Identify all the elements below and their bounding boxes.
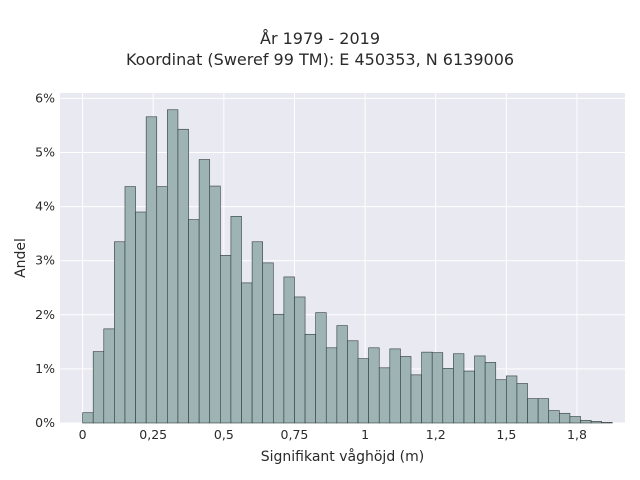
histogram-bar-22 xyxy=(315,312,327,424)
y-tick-label-4: 4% xyxy=(35,199,55,214)
histogram-bar-39 xyxy=(495,379,507,424)
x-tick-label-2: 0,5 xyxy=(214,427,234,442)
histogram-bar-28 xyxy=(378,367,391,424)
histogram-bar-44 xyxy=(548,410,560,424)
histogram-bar-0 xyxy=(82,412,94,424)
y-tick-label-0: 0% xyxy=(35,415,55,430)
histogram-bar-11 xyxy=(198,159,211,424)
histogram-bar-38 xyxy=(484,362,497,424)
bars xyxy=(82,109,613,424)
histogram-bar-13 xyxy=(220,254,232,424)
histogram-bar-43 xyxy=(537,398,550,424)
histogram-bar-37 xyxy=(474,355,486,424)
histogram-bar-14 xyxy=(230,216,242,424)
y-axis-label: Andel xyxy=(13,238,29,278)
histogram-bar-20 xyxy=(294,296,306,424)
x-tick-label-0: 0 xyxy=(79,427,87,442)
x-tick-label-6: 1,5 xyxy=(496,427,516,442)
histogram-bar-49 xyxy=(601,422,613,424)
histogram-bar-29 xyxy=(389,348,401,424)
x-axis-label: Signifikant våghöjd (m) xyxy=(261,448,424,465)
histogram-bar-16 xyxy=(251,241,263,424)
histogram-bar-3 xyxy=(114,241,126,424)
histogram-bar-19 xyxy=(283,276,295,424)
histogram-bar-31 xyxy=(410,374,422,424)
histogram-bar-35 xyxy=(453,353,465,424)
y-tick-label-5: 5% xyxy=(35,145,55,160)
histogram-bar-8 xyxy=(167,109,179,424)
histogram-bar-2 xyxy=(103,328,115,424)
x-tick-label-3: 0,75 xyxy=(281,427,309,442)
histogram-bar-33 xyxy=(431,352,444,424)
histogram-bar-18 xyxy=(272,313,285,424)
histogram-bar-15 xyxy=(241,282,253,424)
histogram-bar-7 xyxy=(156,186,168,424)
y-axis-ticks: 0% 1% 2% 3% 4% 5% 6% xyxy=(35,90,55,430)
y-tick-label-1: 1% xyxy=(35,361,55,376)
histogram-bar-25 xyxy=(347,340,359,424)
x-tick-label-1: 0,25 xyxy=(139,427,167,442)
chart-title-line-1: År 1979 - 2019 xyxy=(260,29,380,48)
histogram-bar-21 xyxy=(304,333,316,424)
histogram-bar-40 xyxy=(506,375,518,424)
y-tick-label-3: 3% xyxy=(35,253,55,268)
histogram-bar-10 xyxy=(188,219,200,424)
y-tick-label-6: 6% xyxy=(35,90,55,105)
histogram-bar-45 xyxy=(559,412,571,424)
histogram-bar-17 xyxy=(262,262,274,424)
y-tick-label-2: 2% xyxy=(35,307,55,322)
histogram-bar-23 xyxy=(325,347,338,424)
histogram-bar-24 xyxy=(336,325,348,424)
histogram-bar-12 xyxy=(209,185,221,424)
chart-title-line-2: Koordinat (Sweref 99 TM): E 450353, N 61… xyxy=(125,50,515,69)
histogram-bar-47 xyxy=(580,419,592,424)
x-axis-ticks: 0 0,25 0,5 0,75 1 1,2 1,5 1,8 xyxy=(79,427,587,442)
histogram-bar-27 xyxy=(368,347,380,424)
histogram-bar-9 xyxy=(177,128,189,424)
histogram-bar-26 xyxy=(357,358,369,424)
histogram-bar-48 xyxy=(590,421,602,424)
histogram-bar-34 xyxy=(442,368,454,424)
histogram-bar-5 xyxy=(135,211,147,424)
histogram-bar-6 xyxy=(145,116,158,424)
histogram-bar-4 xyxy=(124,186,136,424)
histogram-bar-36 xyxy=(463,370,475,424)
x-tick-label-7: 1,8 xyxy=(567,427,587,442)
histogram-bar-42 xyxy=(527,398,539,424)
x-tick-label-5: 1,2 xyxy=(426,427,446,442)
histogram-bar-32 xyxy=(421,351,433,424)
histogram-bar-1 xyxy=(92,351,105,424)
histogram-bar-41 xyxy=(516,383,528,424)
histogram-bar-30 xyxy=(400,356,412,424)
histogram-bar-46 xyxy=(569,416,581,424)
x-tick-label-4: 1 xyxy=(361,427,369,442)
